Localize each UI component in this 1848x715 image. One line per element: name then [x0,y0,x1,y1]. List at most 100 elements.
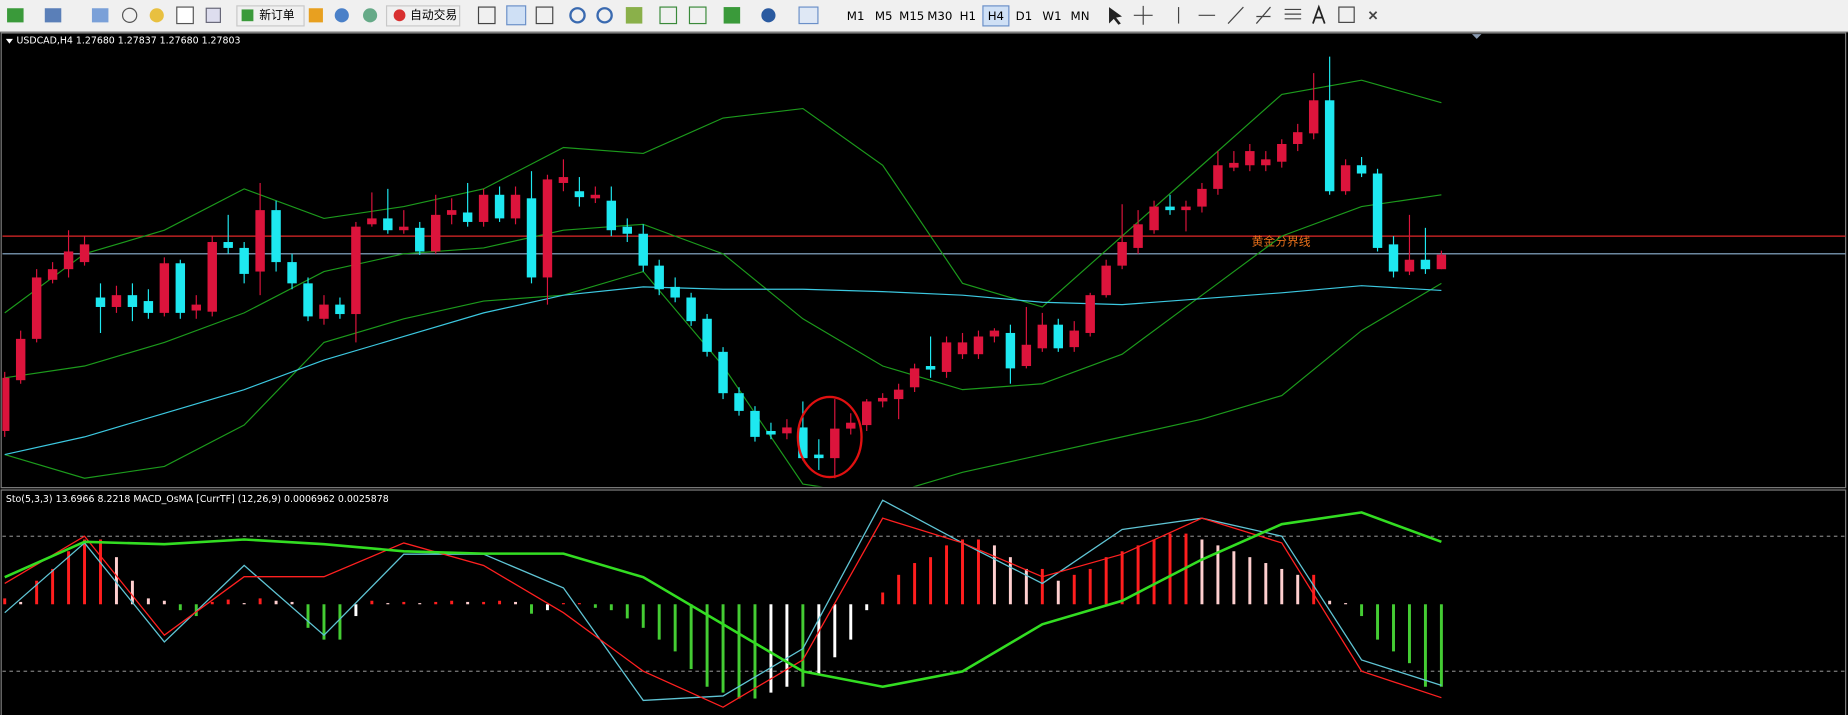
histogram-bar [354,604,358,617]
timeframe-button[interactable]: MN [1071,9,1090,23]
auto-trading-button[interactable] [385,5,461,27]
candle-body [31,277,42,339]
histogram-bar [1136,545,1140,605]
histogram-bar [274,600,278,605]
timeframe-button[interactable]: M1 [847,9,865,23]
metaeditor-button[interactable] [308,8,323,23]
candle-body [909,368,920,388]
candle-chart-button[interactable] [506,5,527,26]
chart-title: USDCAD,H4 1.27680 1.27837 1.27680 1.2780… [17,36,241,47]
candle-body [191,304,201,311]
histogram-bar [194,604,198,617]
candle-body [319,304,329,319]
main-plot: 黄金分界线 [2,56,1846,487]
zoom-out-button[interactable] [596,7,613,24]
data-window-button[interactable] [121,7,138,23]
candle-body [622,226,632,234]
candle-body [127,295,138,307]
histogram-bar [721,604,725,693]
candle-body [1245,151,1255,166]
candle-body [750,410,760,437]
histogram-bar [498,600,502,605]
histogram-bar [641,604,645,628]
new-order-icon [241,9,254,22]
histogram-bar [210,601,214,605]
histogram-bar [849,604,853,640]
histogram-bar [1152,539,1156,605]
timeframe-button[interactable]: M30 [927,9,952,23]
chart-title: Sto(5,3,3) 13.6966 8.2218 MACD_OsMA [Cur… [6,494,389,505]
autoscroll-button[interactable] [659,6,678,25]
indicators-button[interactable] [723,7,741,24]
timeframe-button[interactable]: D1 [1016,9,1033,23]
histogram-bar [1328,600,1332,605]
candle-body [255,210,265,272]
histogram-bar [306,604,310,628]
candle-body [941,342,952,372]
histogram-bar [1088,568,1092,605]
bar-chart-button[interactable] [477,6,496,25]
indicator-line [4,194,1442,391]
histogram-bar [801,604,805,687]
panel-menu-arrow [5,38,13,44]
crosshair-tool[interactable] [1133,5,1153,25]
new-order-button[interactable] [236,5,305,27]
periods-button[interactable] [761,8,776,23]
new-chart-button[interactable] [7,8,24,23]
histogram-bar [1248,557,1252,605]
histogram-bar [1120,551,1124,605]
terminal-button[interactable] [176,6,194,25]
candle-body [462,212,473,222]
timeframe-button[interactable]: W1 [1042,9,1061,23]
chart-shift-button[interactable] [688,6,707,25]
histogram-bar [450,600,454,605]
timeframe-button[interactable]: M15 [899,9,924,23]
candle-body [734,393,744,411]
fibonacci-tool[interactable] [1284,8,1302,20]
candle-body [207,242,217,312]
candle-body [638,233,648,266]
histogram-bar [514,601,518,605]
text-label-tool[interactable] [1338,6,1355,23]
indicator-line [4,79,1442,314]
tile-button[interactable] [625,7,643,24]
histogram-bar [705,604,709,687]
histogram-bar [1312,574,1316,605]
histogram-bar [833,604,837,658]
indicator-line [4,511,1442,689]
channel-tool[interactable] [1255,6,1271,24]
line-chart-button[interactable] [535,6,554,25]
candle-body [1037,324,1048,349]
chart-shift-marker [1472,34,1482,39]
navigator-button[interactable] [149,8,164,23]
timeframe-button[interactable]: M5 [875,9,893,23]
sub-panel [0,489,1847,715]
histogram-bar [1344,603,1348,605]
histogram-bar [817,604,821,675]
histogram-bar [1168,533,1172,605]
templates-button[interactable] [798,6,819,25]
signals-button[interactable] [334,8,349,23]
timeframe-button[interactable]: H1 [960,9,976,23]
timeframe-button[interactable]: H4 [988,9,1004,23]
candle-body [766,430,776,435]
arrows-tool[interactable] [1368,11,1378,20]
histogram-bar [1104,557,1108,605]
cursor-tool[interactable] [1109,7,1122,25]
histogram-bar [769,604,773,693]
candle-body [95,297,106,307]
zoom-in-button[interactable] [569,7,586,24]
profiles-button[interactable] [44,8,62,23]
histogram-bar [1264,563,1268,605]
trendline-tool[interactable] [1227,6,1244,24]
market-watch-button[interactable] [91,8,109,23]
tester-button[interactable] [205,7,221,23]
text-tool[interactable] [1312,4,1326,24]
market-button[interactable] [363,8,378,23]
histogram-bar [929,557,933,605]
candle-body [973,336,984,355]
candle-body [1388,244,1399,272]
histogram-bar [753,604,757,699]
histogram-bar [976,539,980,605]
